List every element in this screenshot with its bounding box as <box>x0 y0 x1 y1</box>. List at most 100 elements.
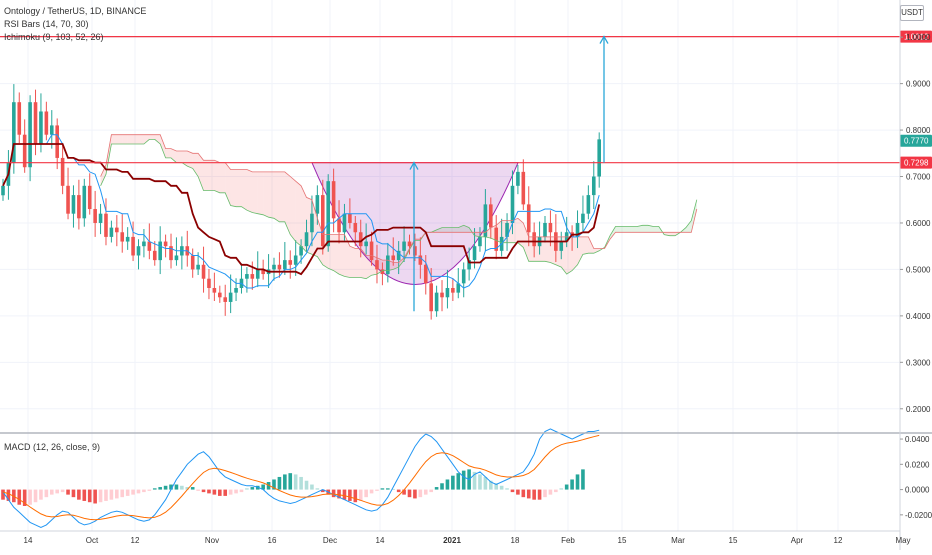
macd-histogram-bar <box>348 489 352 501</box>
candle-body <box>597 139 601 177</box>
x-tick-label: Apr <box>791 536 804 545</box>
macd-histogram-bar <box>218 489 222 496</box>
macd-histogram-bar <box>22 489 27 506</box>
candle-body <box>440 292 444 298</box>
indicator-lines <box>2 134 698 289</box>
cloud-segment <box>241 169 247 211</box>
candle-body <box>575 222 580 237</box>
macd-histogram-bar <box>283 474 287 490</box>
macd-histogram-bar <box>489 480 493 490</box>
candle-body <box>234 288 238 293</box>
price-label-bg <box>900 156 932 169</box>
macd-histogram-bar <box>369 489 374 494</box>
candle-body <box>358 232 363 247</box>
macd-histogram-bar <box>207 489 211 494</box>
target-arrows <box>409 35 609 312</box>
candle-body <box>380 269 385 275</box>
candle-body <box>277 264 282 270</box>
y-tick-label: 0.2000 <box>906 405 931 414</box>
candle-body <box>505 222 509 237</box>
ichimoku-legend[interactable]: Ichimoku (9, 103, 52, 26) <box>4 32 104 42</box>
cloud-segment <box>274 171 280 222</box>
cloud-segment <box>626 226 632 233</box>
macd-histogram-bar <box>272 479 276 490</box>
cloud-segment <box>284 171 291 235</box>
cloud-segment <box>642 225 648 233</box>
macd-histogram-bar <box>60 489 65 493</box>
symbol-title[interactable]: Ontology / TetherUS, 1D, BINANCE <box>4 6 147 16</box>
macd-pane <box>1 428 600 529</box>
cloud-segment <box>138 134 144 144</box>
cloud-segment <box>268 171 274 219</box>
cloud-segment <box>127 134 134 144</box>
macd-histogram-bar <box>461 470 466 490</box>
macd-histogram-bar <box>245 488 249 490</box>
macd-histogram-bar <box>1 489 5 500</box>
macd-histogram-bar <box>320 489 325 493</box>
macd-histogram-bar <box>158 487 162 490</box>
cloud-segment <box>545 236 551 263</box>
candle-body <box>272 264 276 270</box>
macd-legend[interactable]: MACD (12, 26, close, 9) <box>4 442 101 452</box>
macd-histogram-bar <box>380 488 385 490</box>
candle-body <box>423 264 428 284</box>
candle-body <box>418 255 423 265</box>
macd-histogram-bar <box>451 475 455 490</box>
macd-histogram-bar <box>77 489 81 500</box>
candle-body <box>12 102 16 163</box>
candle-body <box>207 278 211 288</box>
currency-badge[interactable]: USDT <box>900 5 924 21</box>
macd-histogram-bar <box>413 489 417 499</box>
macd-histogram-bar <box>364 489 368 498</box>
macd-histogram-bar <box>304 480 309 490</box>
macd-histogram-bar <box>402 489 406 495</box>
macd-histogram-bar <box>386 488 390 490</box>
candle-body <box>190 255 195 270</box>
cloud-segment <box>615 226 621 233</box>
candle-body <box>320 195 325 247</box>
candle-body <box>223 297 228 302</box>
candle-body <box>82 185 87 219</box>
macd-histogram-bar <box>147 489 152 491</box>
candle-body <box>369 241 374 261</box>
cloud-segment <box>225 162 231 206</box>
cloud-segment <box>100 164 106 186</box>
candle-body <box>510 185 515 223</box>
macd-histogram-bar <box>434 487 439 490</box>
candle-body <box>548 222 553 233</box>
candle-body <box>342 213 347 233</box>
candle-body <box>136 246 141 256</box>
cloud-segment <box>160 134 166 158</box>
candle-body <box>77 195 81 219</box>
cloud-segment <box>171 148 177 163</box>
macd-histogram-bar <box>142 489 146 493</box>
candle-body <box>212 288 217 293</box>
x-tick-label: 12 <box>131 536 140 545</box>
candle-body <box>391 255 396 261</box>
macd-histogram-bar <box>564 484 569 490</box>
macd-histogram-bar <box>33 489 38 503</box>
gridlines <box>0 0 900 531</box>
cloud-segment <box>577 236 583 265</box>
candle-body <box>22 134 27 168</box>
macd-histogram-bar <box>82 489 87 501</box>
y-tick-label: 1.0000 <box>906 33 931 42</box>
cloud-segment <box>317 218 323 265</box>
x-tick-label: May <box>895 536 910 545</box>
x-tick-label: 18 <box>511 536 520 545</box>
macd-histogram-bar <box>223 489 228 496</box>
cloud-segment <box>279 171 285 222</box>
cloud-segment <box>263 171 269 218</box>
rsi-bars-legend[interactable]: RSI Bars (14, 70, 30) <box>4 19 89 29</box>
macd-histogram-bar <box>375 489 379 491</box>
cloud-segment <box>230 169 237 207</box>
cloud-segment <box>691 199 697 233</box>
x-tick-label: Dec <box>323 536 337 545</box>
macd-histogram-bar <box>261 484 265 490</box>
macd-histogram-bar <box>521 489 526 498</box>
macd-histogram-bar <box>505 488 509 490</box>
candle-body <box>375 260 379 270</box>
macd-histogram-bar <box>440 483 444 490</box>
